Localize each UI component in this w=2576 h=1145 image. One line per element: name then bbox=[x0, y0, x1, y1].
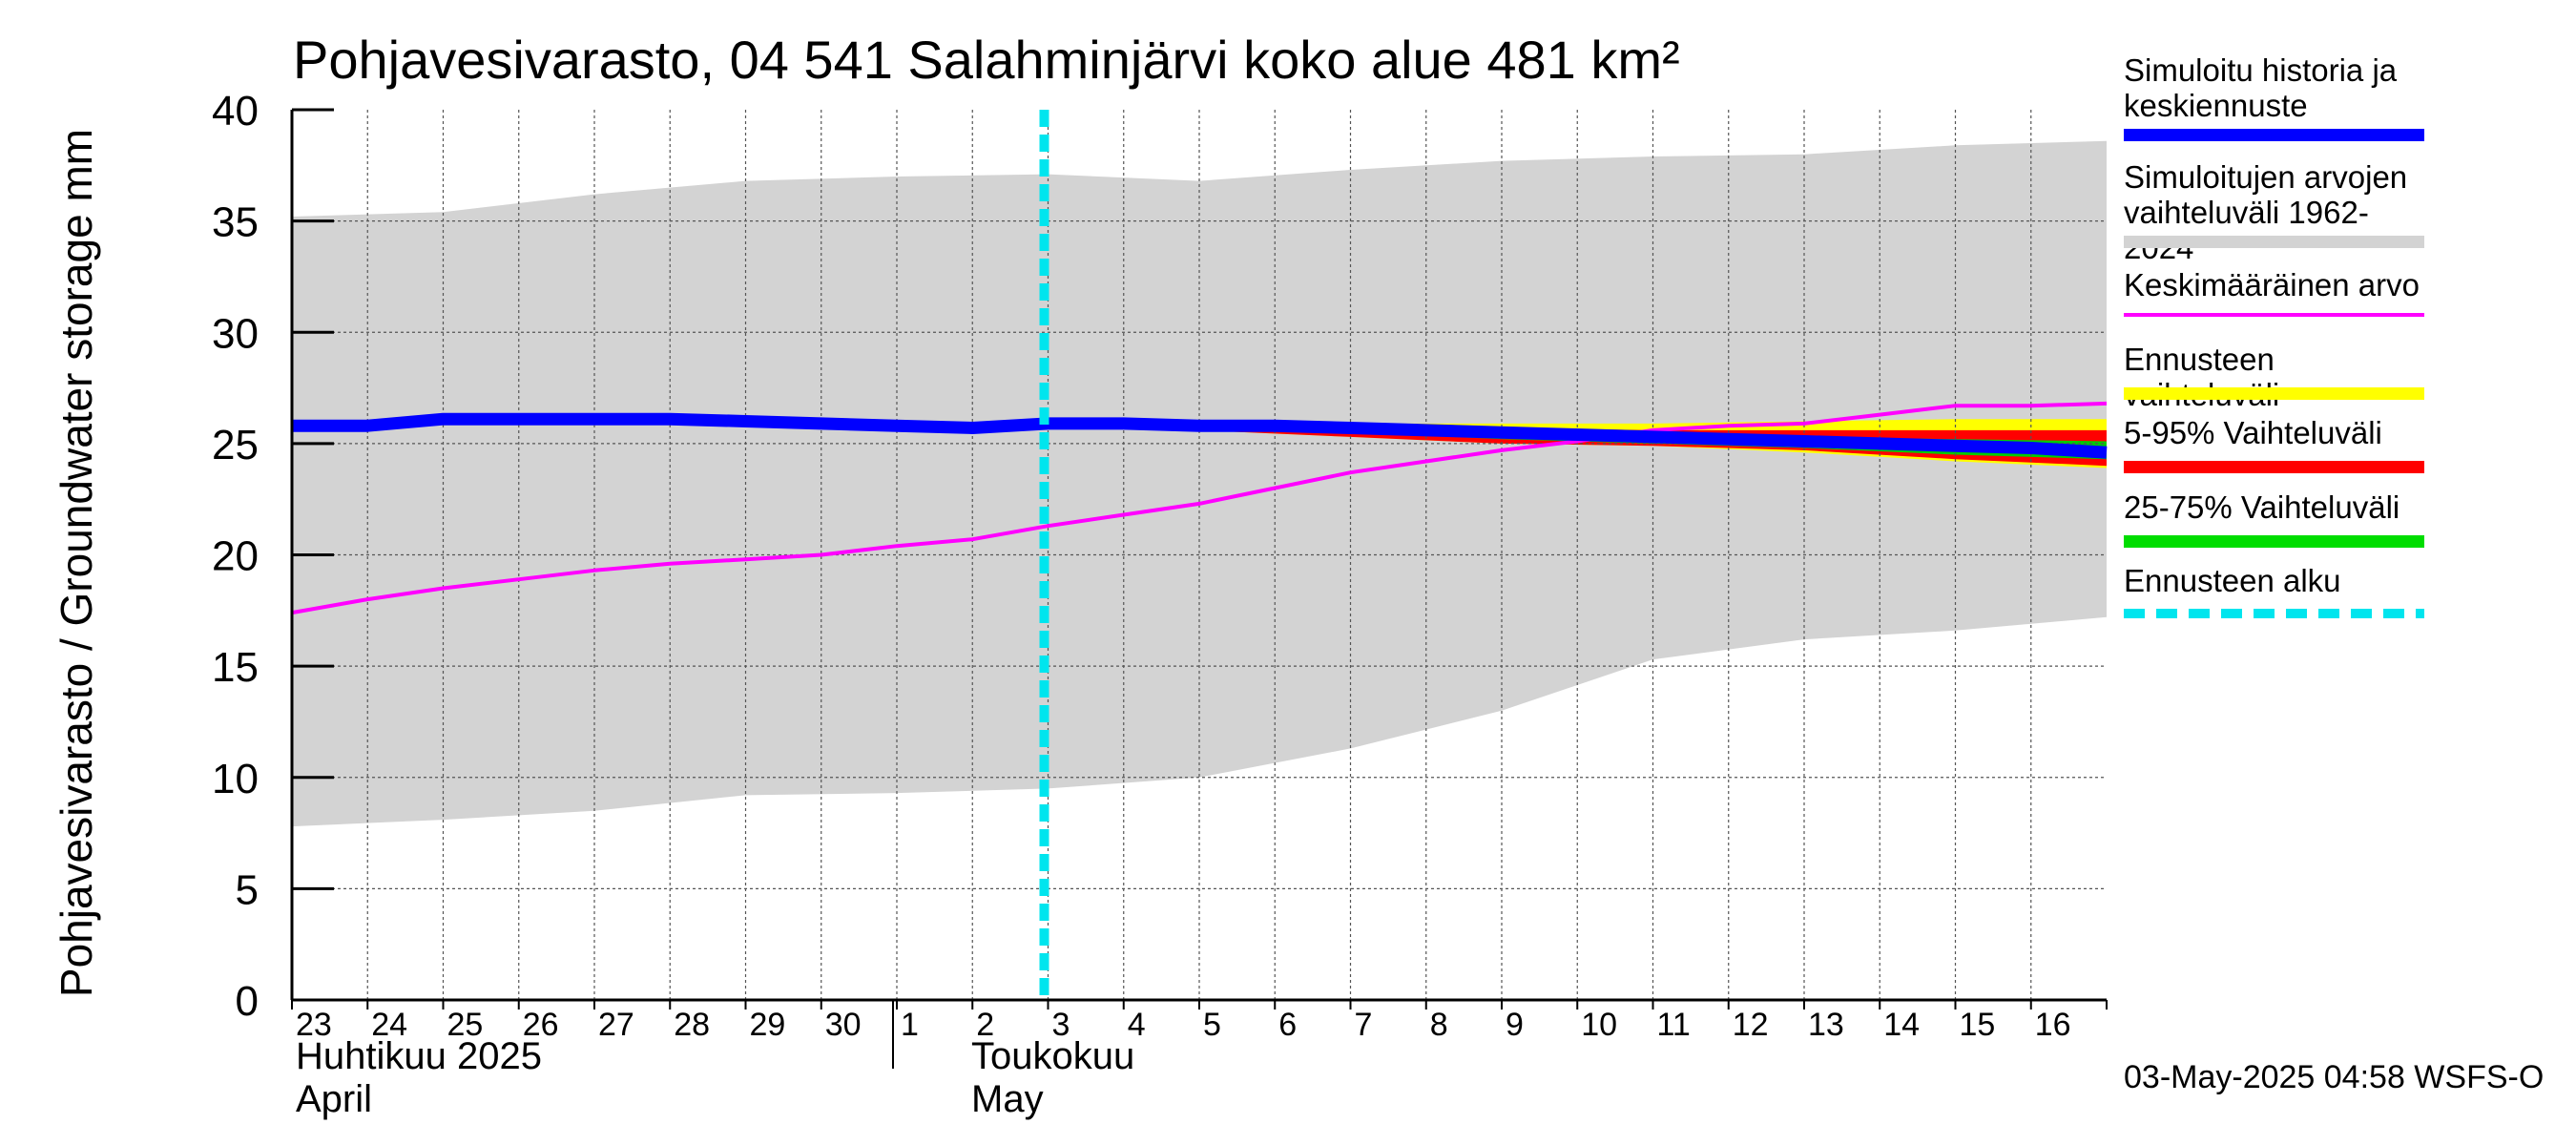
x-tick-label-3: 3 bbox=[1052, 1007, 1070, 1043]
legend-swatch-forecast-range bbox=[2124, 387, 2424, 400]
x-tick-label-13: 13 bbox=[1808, 1007, 1844, 1043]
x-tick-label-24: 24 bbox=[371, 1007, 407, 1043]
x-tick-label-16: 16 bbox=[2035, 1007, 2071, 1043]
x-tick-label-2: 2 bbox=[976, 1007, 994, 1043]
legend-label-5-95: 5-95% Vaihteluväli bbox=[2124, 415, 2382, 450]
legend-item-simulated: Simuloitu historia ja keskiennuste bbox=[2124, 52, 2429, 141]
y-tick-label-15: 15 bbox=[212, 644, 259, 691]
month-label-may-fi: Toukokuu bbox=[971, 1035, 1135, 1077]
x-tick-label-10: 10 bbox=[1581, 1007, 1617, 1043]
x-tick-label-7: 7 bbox=[1355, 1007, 1373, 1043]
series-line-1 bbox=[292, 412, 2108, 459]
legend-swatch-mean bbox=[2124, 313, 2424, 317]
legend-item-25-75: 25-75% Vaihteluväli bbox=[2124, 489, 2429, 548]
legend-label-mean: Keskimääräinen arvo bbox=[2124, 267, 2420, 302]
y-tick-label-5: 5 bbox=[236, 866, 259, 913]
y-tick-label-0: 0 bbox=[236, 978, 259, 1025]
x-tick-label-4: 4 bbox=[1128, 1007, 1146, 1043]
x-tick-label-14: 14 bbox=[1883, 1007, 1920, 1043]
x-tick-label-1: 1 bbox=[901, 1007, 919, 1043]
legend-swatch-forecast-start bbox=[2124, 609, 2424, 618]
x-tick-label-30: 30 bbox=[825, 1007, 862, 1043]
x-tick-label-6: 6 bbox=[1278, 1007, 1297, 1043]
y-tick-label-35: 35 bbox=[212, 199, 259, 246]
x-tick-label-27: 27 bbox=[598, 1007, 634, 1043]
legend-label-range: Simuloitujen arvojen vaihteluväli 1962-2… bbox=[2124, 159, 2408, 265]
legend-label-simulated: Simuloitu historia ja keskiennuste bbox=[2124, 52, 2398, 123]
x-tick-label-9: 9 bbox=[1506, 1007, 1524, 1043]
y-tick-label-40: 40 bbox=[212, 88, 259, 135]
legend-label-25-75: 25-75% Vaihteluväli bbox=[2124, 489, 2400, 525]
x-tick-label-15: 15 bbox=[1960, 1007, 1996, 1043]
band-2 bbox=[1048, 423, 2107, 467]
month-label-april-en: April bbox=[296, 1078, 373, 1120]
legend-swatch-simulated bbox=[2124, 129, 2424, 141]
x-tick-label-5: 5 bbox=[1203, 1007, 1221, 1043]
y-tick-label-10: 10 bbox=[212, 756, 259, 802]
x-tick-label-26: 26 bbox=[523, 1007, 559, 1043]
legend-item-range: Simuloitujen arvojen vaihteluväli 1962-2… bbox=[2124, 159, 2429, 265]
y-tick-label-30: 30 bbox=[212, 310, 259, 357]
legend-item-forecast-range: Ennusteen vaihteluväli bbox=[2124, 342, 2429, 412]
month-label-may-en: May bbox=[971, 1078, 1044, 1120]
y-tick-label-20: 20 bbox=[212, 533, 259, 580]
legend-swatch-5-95 bbox=[2124, 461, 2424, 473]
legend-swatch-range bbox=[2124, 236, 2424, 248]
legend-label-forecast-start: Ennusteen alku bbox=[2124, 563, 2341, 598]
legend-item-5-95: 5-95% Vaihteluväli bbox=[2124, 415, 2429, 473]
timestamp: 03-May-2025 04:58 WSFS-O bbox=[2124, 1059, 2545, 1095]
x-tick-label-23: 23 bbox=[296, 1007, 332, 1043]
chart-title: Pohjavesivarasto, 04 541 Salahminjärvi k… bbox=[293, 30, 1680, 90]
x-tick-label-25: 25 bbox=[447, 1007, 484, 1043]
legend-item-mean: Keskimääräinen arvo bbox=[2124, 267, 2429, 317]
x-tick-label-11: 11 bbox=[1657, 1007, 1691, 1043]
legend-swatch-25-75 bbox=[2124, 535, 2424, 548]
y-tick-label-25: 25 bbox=[212, 422, 259, 468]
legend-item-forecast-start: Ennusteen alku bbox=[2124, 563, 2429, 618]
series-line-0 bbox=[291, 401, 2108, 615]
y-axis-label: Pohjavesivarasto / Groundwater storage m… bbox=[52, 128, 101, 998]
x-tick-label-8: 8 bbox=[1430, 1007, 1448, 1043]
x-tick-label-29: 29 bbox=[750, 1007, 786, 1043]
month-label-april-fi: Huhtikuu 2025 bbox=[296, 1035, 542, 1077]
legend-label-forecast-range: Ennusteen vaihteluväli bbox=[2124, 342, 2279, 412]
x-tick-label-12: 12 bbox=[1733, 1007, 1769, 1043]
x-tick-label-28: 28 bbox=[674, 1007, 710, 1043]
